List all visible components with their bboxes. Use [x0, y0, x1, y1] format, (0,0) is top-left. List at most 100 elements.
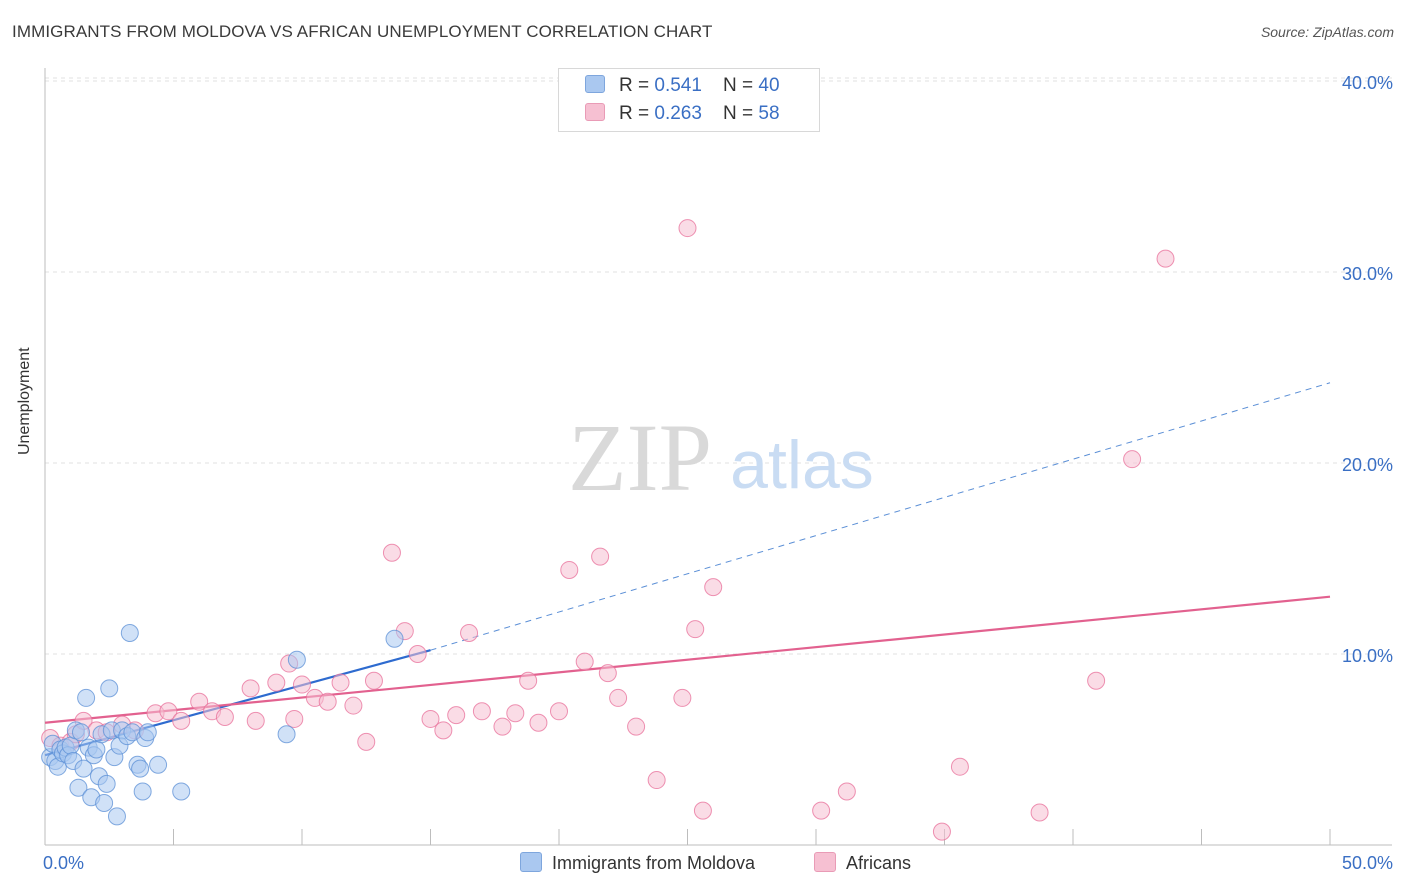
source-credit: Source: ZipAtlas.com: [1260, 24, 1394, 40]
y-tick-label: 40.0%: [1342, 73, 1393, 93]
point-africans: [609, 688, 628, 707]
watermark: ZIP atlas: [568, 404, 874, 511]
point-africans: [950, 757, 969, 776]
r-value: 0.541: [654, 75, 702, 96]
point-immigrants-from-moldova: [77, 688, 96, 707]
point-africans: [627, 717, 646, 736]
x-tick-label: 0.0%: [43, 853, 84, 873]
point-africans: [1087, 671, 1106, 690]
n-label: N =: [723, 75, 759, 96]
point-africans: [598, 664, 617, 683]
point-immigrants-from-moldova: [69, 778, 88, 797]
point-africans: [673, 688, 692, 707]
point-africans: [408, 645, 427, 663]
point-africans: [1030, 803, 1049, 822]
point-africans: [241, 679, 260, 698]
moldova-swatch: [520, 852, 542, 872]
tick-labels: 10.0% 20.0% 30.0% 40.0% 0.0% 50.0%: [43, 73, 1393, 873]
point-africans: [246, 711, 265, 730]
chart-title: IMMIGRANTS FROM MOLDOVA VS AFRICAN UNEMP…: [12, 22, 713, 41]
point-immigrants-from-moldova: [95, 793, 114, 812]
point-africans: [421, 709, 440, 728]
y-tick-label: 10.0%: [1342, 646, 1393, 666]
r-value: 0.263: [654, 103, 702, 124]
point-africans: [519, 671, 538, 690]
point-immigrants-from-moldova: [87, 740, 106, 759]
point-africans: [575, 652, 594, 671]
correlation-legend: R = 0.541 N = 40 R = 0.263 N = 58: [558, 68, 820, 132]
point-africans: [331, 673, 350, 692]
point-africans: [285, 709, 304, 728]
africans-swatch: [585, 103, 605, 121]
africans-swatch: [814, 852, 836, 872]
point-africans: [318, 692, 337, 711]
point-immigrants-from-moldova: [100, 679, 119, 698]
legend-row-moldova: R = 0.541 N = 40: [585, 75, 780, 97]
point-immigrants-from-moldova: [385, 629, 404, 648]
point-immigrants-from-moldova: [107, 807, 126, 826]
point-africans: [693, 801, 712, 820]
point-africans: [686, 620, 705, 639]
point-africans: [932, 822, 951, 841]
point-immigrants-from-moldova: [131, 759, 150, 778]
point-africans: [293, 675, 311, 694]
legend-label-africans: Africans: [846, 853, 912, 873]
axes: [44, 68, 1392, 846]
point-africans: [812, 801, 831, 820]
point-africans: [460, 623, 479, 642]
legend-item-moldova: Immigrants from Moldova: [520, 852, 755, 874]
point-africans: [364, 671, 383, 690]
point-africans: [647, 771, 666, 790]
point-africans: [344, 696, 363, 715]
grid-lines: [45, 77, 1392, 655]
point-immigrants-from-moldova: [277, 725, 296, 744]
point-immigrants-from-moldova: [133, 782, 152, 801]
data-points: [41, 219, 1175, 841]
legend-row-africans: R = 0.263 N = 58: [585, 103, 780, 125]
point-africans: [837, 782, 856, 801]
point-africans: [704, 578, 723, 597]
n-label: N =: [723, 103, 759, 124]
point-africans: [591, 547, 610, 566]
legend-label-moldova: Immigrants from Moldova: [552, 853, 756, 873]
point-immigrants-from-moldova: [71, 723, 90, 742]
point-africans: [550, 702, 568, 721]
point-africans: [1156, 249, 1175, 268]
point-immigrants-from-moldova: [287, 650, 306, 669]
n-value: 40: [758, 75, 780, 96]
point-immigrants-from-moldova: [172, 782, 191, 801]
trend-line-africans: [44, 595, 1331, 724]
point-immigrants-from-moldova: [74, 759, 93, 778]
point-africans: [506, 704, 525, 723]
point-africans: [493, 717, 512, 736]
watermark-atlas: atlas: [730, 427, 874, 503]
point-africans: [560, 560, 579, 579]
point-africans: [215, 708, 234, 727]
point-africans: [472, 702, 491, 721]
n-value: 58: [758, 103, 780, 124]
point-africans: [159, 702, 178, 721]
y-tick-label: 20.0%: [1342, 455, 1393, 475]
point-africans: [172, 711, 191, 730]
point-africans: [190, 692, 209, 711]
r-label: R =: [619, 75, 655, 96]
y-tick-label: 30.0%: [1342, 264, 1393, 284]
point-africans: [267, 673, 286, 692]
point-africans: [434, 721, 453, 740]
point-africans: [678, 219, 697, 238]
point-africans: [357, 732, 376, 751]
point-africans: [447, 706, 466, 725]
legend-item-africans: Africans: [814, 852, 911, 874]
point-africans: [1123, 450, 1142, 469]
point-africans: [529, 713, 548, 732]
point-immigrants-from-moldova: [97, 774, 116, 793]
point-immigrants-from-moldova: [138, 723, 157, 742]
point-immigrants-from-moldova: [120, 623, 139, 642]
watermark-zip: ZIP: [568, 404, 712, 511]
point-immigrants-from-moldova: [149, 755, 168, 774]
moldova-swatch: [585, 75, 605, 93]
y-axis-label: Unemployment: [16, 347, 33, 455]
trend-line-moldova-extension: [430, 382, 1331, 651]
r-label: R =: [619, 103, 655, 124]
